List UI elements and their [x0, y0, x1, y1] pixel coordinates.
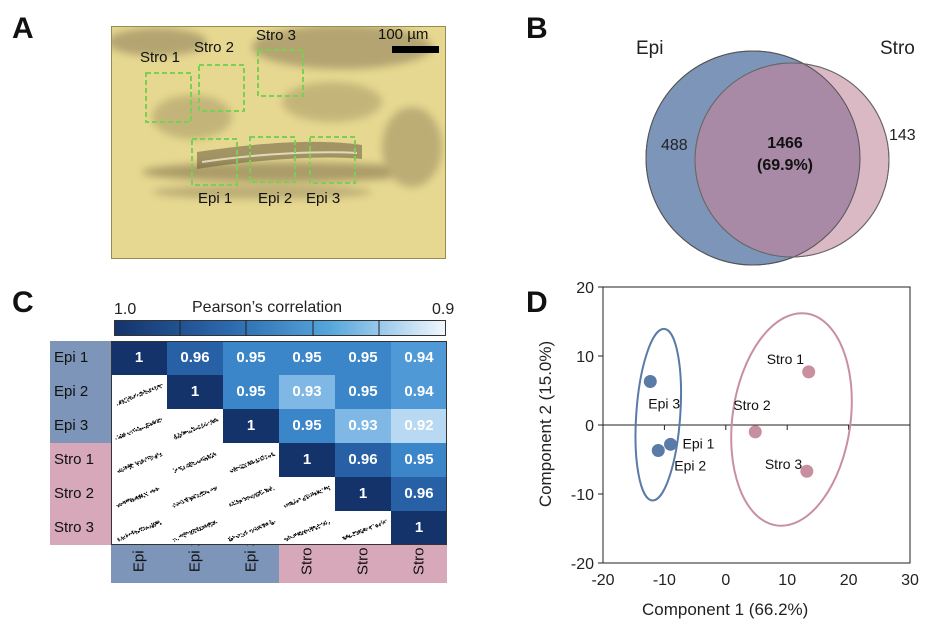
roi-label-epi-1: Epi 1 [198, 190, 233, 207]
venn-overlap [695, 63, 860, 257]
pca-plot: -20 -10 0 10 20 30 20 10 0 -10 -20 Epi 1 Epi 2 Epi 3 S… [571, 280, 919, 589]
correlation-cell: 0.93 [279, 375, 335, 409]
correlation-cell: 1 [335, 477, 391, 511]
correlation-cell: 0.95 [391, 443, 447, 477]
epi-cluster-ellipse [634, 327, 683, 502]
venn-label-stro: Stro [880, 38, 915, 59]
roi-label-stro-2: Stro 2 [194, 39, 235, 56]
colorbar-title: Pearson’s correlation [192, 299, 343, 316]
pca-y-axis-title: Component 2 (15.0%) [536, 340, 555, 508]
roi-label-stro-1: Stro 1 [140, 49, 181, 66]
x-tick-label: -20 [591, 572, 614, 589]
roi-label-epi-3: Epi 3 [306, 190, 341, 207]
x-tick-label: 20 [840, 572, 858, 589]
y-tick-label: -10 [571, 487, 594, 504]
colorbar-max: 1.0 [114, 301, 137, 318]
micrograph-image [112, 27, 445, 258]
pairwise-scatter-cell [223, 477, 279, 511]
correlation-cell: 0.95 [223, 375, 279, 409]
pairwise-scatter-cell [279, 511, 335, 545]
x-tick-label: 0 [721, 572, 730, 589]
roi-label-stro-3: Stro 3 [256, 27, 297, 44]
pairwise-scatter-cell [111, 443, 167, 477]
row-label-epi-2: Epi 2 [50, 375, 111, 409]
pca-point-label: Stro 2 [733, 397, 771, 413]
correlation-cell: 0.92 [391, 409, 447, 443]
y-tick-label: -20 [571, 556, 594, 573]
pairwise-scatter-cell [111, 375, 167, 409]
row-label-epi-3: Epi 3 [50, 409, 111, 443]
pairwise-scatter-cell [111, 511, 167, 545]
roi-boxes [145, 49, 356, 186]
correlation-cell: 0.93 [335, 409, 391, 443]
panel-letter-a: A [12, 12, 34, 45]
pairwise-scatter-cell [167, 409, 223, 443]
pca-x-axis-title: Component 1 (66.2%) [642, 600, 809, 619]
panel-letter-b: B [526, 12, 548, 45]
correlation-cell: 0.96 [167, 341, 223, 375]
venn-overlap-count: 1466 [767, 135, 803, 152]
pca-point-stro-1 [802, 365, 816, 379]
colorbar [114, 320, 446, 336]
y-tick-label: 10 [576, 349, 594, 366]
venn-label-epi: Epi [636, 38, 664, 59]
y-tick-label: 0 [585, 418, 594, 435]
y-tick-label: 20 [576, 280, 594, 297]
correlation-cell: 1 [279, 443, 335, 477]
stro-cluster-ellipse [730, 312, 853, 527]
pca-point-epi-1 [664, 437, 678, 451]
x-tick-label: 30 [901, 572, 919, 589]
roi-label-epi-2: Epi 2 [258, 190, 293, 207]
row-label-stro-2: Stro 2 [50, 477, 111, 511]
pairwise-scatter-cell [167, 511, 223, 545]
venn-overlap-label: 1466 (69.9%) [735, 133, 835, 177]
venn-count-epi-only: 488 [661, 137, 688, 154]
correlation-cell: 1 [167, 375, 223, 409]
correlation-cell: 0.95 [335, 375, 391, 409]
pca-point-label: Epi 1 [683, 435, 715, 451]
correlation-cell: 0.95 [335, 341, 391, 375]
row-label-stro-3: Stro 3 [50, 511, 111, 545]
pairwise-scatter-cell [111, 409, 167, 443]
scale-bar-label: 100 µm [378, 26, 429, 43]
row-label-stro-1: Stro 1 [50, 443, 111, 477]
venn-diagram [645, 50, 890, 266]
pca-point-label: Stro 1 [767, 351, 805, 367]
micrograph [111, 26, 446, 259]
correlation-cell: 1 [223, 409, 279, 443]
scale-bar [392, 46, 439, 53]
pca-point-label: Stro 3 [765, 456, 803, 472]
correlation-cell: 0.94 [391, 341, 447, 375]
x-tick-label: -10 [653, 572, 676, 589]
pca-point-label: Epi 3 [648, 396, 680, 412]
x-tick-label: 10 [778, 572, 796, 589]
pairwise-scatter-cell [167, 443, 223, 477]
pca-point-epi-3 [643, 375, 657, 389]
correlation-cell: 0.95 [279, 341, 335, 375]
correlation-cell: 0.95 [279, 409, 335, 443]
colorbar-min: 0.9 [432, 301, 455, 318]
pairwise-scatter-cell [223, 443, 279, 477]
pca-point-epi-2 [651, 444, 665, 458]
pca-point-stro-2 [748, 425, 762, 439]
row-label-epi-1: Epi 1 [50, 341, 111, 375]
venn-count-stro-only: 143 [889, 127, 916, 144]
correlation-cell: 1 [391, 511, 447, 545]
pairwise-scatter-cell [223, 511, 279, 545]
correlation-cell: 0.94 [391, 375, 447, 409]
correlation-cell: 0.96 [335, 443, 391, 477]
correlation-cell: 0.96 [391, 477, 447, 511]
pairwise-scatter-cell [279, 477, 335, 511]
pairwise-scatter-cell [335, 511, 391, 545]
venn-overlap-percent: (69.9%) [756, 157, 814, 174]
pairwise-scatter-cell [111, 477, 167, 511]
panel-letter-c: C [12, 286, 34, 319]
correlation-cell: 1 [111, 341, 167, 375]
pca-point-stro-3 [800, 464, 814, 478]
pairwise-scatter-cell [167, 477, 223, 511]
pca-point-label: Epi 2 [674, 458, 706, 474]
panel-letter-d: D [526, 286, 548, 319]
correlation-cell: 0.95 [223, 341, 279, 375]
